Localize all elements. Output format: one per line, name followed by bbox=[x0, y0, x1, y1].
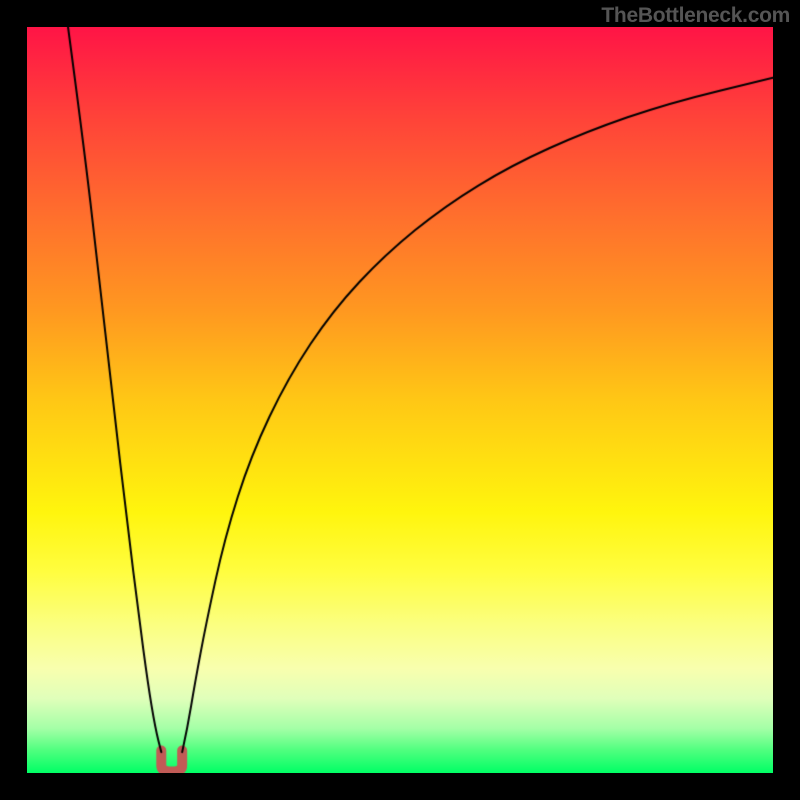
watermark-text: TheBottleneck.com bbox=[601, 4, 790, 28]
chart-root: TheBottleneck.com bbox=[0, 0, 800, 800]
chart-curve-canvas bbox=[27, 27, 773, 773]
chart-plot-area bbox=[27, 27, 773, 773]
